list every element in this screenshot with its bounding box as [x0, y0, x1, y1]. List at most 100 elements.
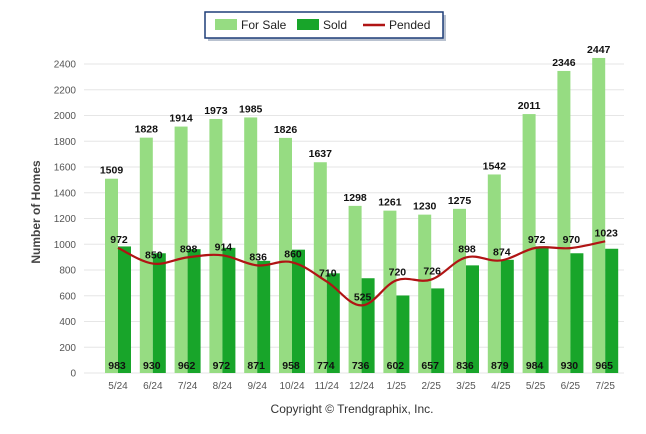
- x-tick-label: 9/24: [247, 381, 267, 392]
- label-pended: 860: [284, 248, 302, 260]
- x-tick-label: 8/24: [213, 381, 233, 392]
- x-tick-label: 1/25: [387, 381, 407, 392]
- label-for-sale: 1509: [100, 165, 124, 177]
- series-pended-line: [117, 240, 606, 307]
- label-pended: 720: [389, 266, 407, 278]
- bar-for-sale: [244, 117, 258, 374]
- label-for-sale: 2447: [587, 44, 611, 56]
- label-for-sale: 1275: [448, 195, 472, 207]
- bar-for-sale: [348, 205, 362, 373]
- label-pended: 972: [110, 234, 128, 246]
- bar-for-sale: [592, 57, 606, 373]
- bar-sold: [257, 260, 271, 373]
- copyright-caption: Copyright © Trendgraphix, Inc.: [271, 402, 434, 416]
- label-for-sale: 1826: [274, 124, 298, 136]
- x-tick-label: 12/24: [349, 381, 374, 392]
- label-sold: 930: [561, 360, 579, 372]
- y-tick-label: 1000: [54, 240, 77, 251]
- label-sold: 965: [595, 360, 613, 372]
- y-tick-label: 200: [59, 343, 76, 354]
- bar-for-sale: [522, 114, 536, 374]
- label-sold: 930: [143, 360, 161, 372]
- x-tick-label: 2/25: [421, 381, 441, 392]
- label-for-sale: 1230: [413, 201, 437, 213]
- label-for-sale: 1542: [483, 160, 507, 172]
- label-pended: 970: [563, 234, 581, 246]
- bar-for-sale: [557, 70, 571, 373]
- label-for-sale: 2346: [552, 57, 576, 69]
- bar-for-sale: [487, 174, 501, 373]
- bar-sold: [118, 246, 131, 373]
- bar-for-sale: [105, 178, 118, 373]
- bar-sold: [222, 247, 236, 373]
- legend-swatch-sold: [297, 19, 319, 30]
- bar-sold: [605, 248, 619, 373]
- label-pended: 726: [423, 266, 441, 278]
- bar-for-sale: [209, 118, 223, 373]
- bar-sold: [326, 273, 340, 373]
- bar-for-sale: [174, 126, 188, 373]
- bar-for-sale: [383, 210, 397, 373]
- bar-for-sale: [139, 137, 153, 373]
- label-sold: 962: [178, 360, 196, 372]
- label-pended: 972: [528, 234, 546, 246]
- label-pended: 836: [249, 251, 267, 263]
- series-sold: [118, 246, 619, 373]
- x-tick-label: 7/24: [178, 381, 198, 392]
- bar-for-sale: [418, 214, 432, 373]
- bar-sold: [292, 249, 305, 373]
- label-sold: 836: [456, 360, 474, 372]
- y-tick-label: 400: [59, 317, 76, 328]
- bar-for-sale: [453, 208, 466, 373]
- y-tick-label: 2400: [54, 60, 77, 71]
- label-for-sale: 1637: [309, 148, 333, 160]
- legend: For Sale Sold Pended: [204, 11, 446, 41]
- data-labels: 1509 983 1828 930 1914 962 1973 972 1985 871 1826 9…: [100, 44, 618, 372]
- label-sold: 984: [526, 360, 544, 372]
- label-sold: 958: [282, 360, 300, 372]
- y-axis-label: Number of Homes: [29, 160, 43, 264]
- bar-sold: [535, 246, 549, 373]
- y-tick-label: 1800: [54, 137, 77, 148]
- legend-swatch-for-sale: [215, 19, 237, 30]
- y-tick-label: 2200: [54, 85, 77, 96]
- y-tick-label: 800: [59, 266, 76, 277]
- legend-label-for-sale: For Sale: [241, 18, 287, 32]
- y-tick-label: 1400: [54, 188, 77, 199]
- label-pended: 914: [215, 241, 233, 253]
- legend-label-sold: Sold: [323, 18, 347, 32]
- x-tick-label: 3/25: [456, 381, 476, 392]
- bar-sold: [431, 288, 445, 373]
- bar-sold: [466, 265, 479, 373]
- label-pended: 525: [354, 291, 372, 303]
- y-tick-label: 1600: [54, 163, 77, 174]
- x-tick-label: 4/25: [491, 381, 511, 392]
- label-pended: 710: [319, 268, 337, 280]
- label-for-sale: 1298: [343, 192, 367, 204]
- x-tick-label: 7/25: [595, 381, 615, 392]
- label-pended: 874: [493, 246, 511, 258]
- bar-sold: [570, 253, 584, 373]
- y-tick-label: 0: [70, 369, 76, 380]
- label-pended: 1023: [595, 227, 619, 239]
- bar-for-sale: [279, 137, 292, 373]
- y-tick-label: 1200: [54, 214, 77, 225]
- x-axis-ticks: 5/24 6/24 7/24 8/24 9/24 10/24 11/24 12/24 1/25 2…: [108, 381, 615, 392]
- legend-label-pended: Pended: [389, 18, 430, 32]
- label-for-sale: 1914: [169, 113, 193, 125]
- label-sold: 736: [352, 360, 370, 372]
- series-for-sale: [105, 57, 606, 374]
- y-axis-ticks: 0 200 400 600 800 1000 1200 1400 1600 1800 2000 220…: [54, 60, 77, 380]
- x-tick-label: 5/25: [526, 381, 546, 392]
- label-for-sale: 2011: [518, 100, 541, 112]
- x-tick-label: 11/24: [315, 381, 340, 392]
- label-for-sale: 1973: [204, 105, 228, 117]
- x-tick-label: 6/24: [143, 381, 163, 392]
- x-tick-label: 10/24: [279, 381, 304, 392]
- label-sold: 879: [491, 360, 509, 372]
- label-for-sale: 1985: [239, 103, 263, 115]
- label-sold: 774: [317, 360, 335, 372]
- bar-for-sale: [313, 162, 327, 373]
- label-sold: 602: [387, 360, 405, 372]
